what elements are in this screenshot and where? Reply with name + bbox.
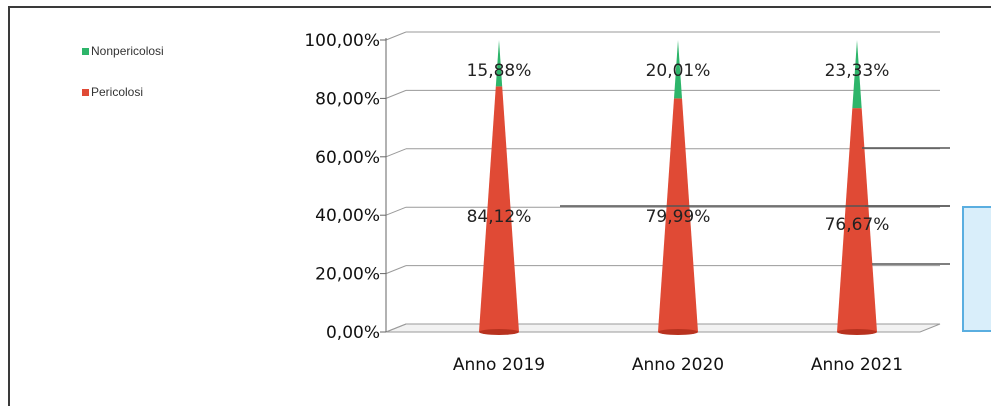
bar-base	[658, 329, 698, 335]
gridline-depth	[385, 206, 407, 216]
bar-pericolosi	[658, 98, 698, 332]
y-tick-label: 20,00%	[315, 265, 380, 285]
bar-non-pericolosi	[495, 40, 503, 87]
gridline-depth	[385, 148, 407, 158]
chart-frame	[8, 6, 991, 406]
data-label-non-pericolosi: 15,88%	[467, 61, 532, 81]
x-tick-label: Anno 2021	[811, 355, 903, 375]
x-tick-label: Anno 2019	[453, 355, 545, 375]
legend-item-non-pericolosi: Nonpericolosi	[82, 44, 164, 58]
y-tick-label: 60,00%	[315, 148, 380, 168]
data-label-non-pericolosi: 23,33%	[825, 61, 890, 81]
bar-non-pericolosi	[852, 40, 862, 109]
gridline-depth	[385, 89, 407, 99]
y-tick-label: 100,00%	[304, 31, 380, 51]
legend-swatch-pericolosi	[82, 89, 89, 97]
bar-non-pericolosi	[673, 40, 683, 99]
y-tick-label: 0,00%	[326, 323, 380, 343]
bar-base	[837, 329, 877, 335]
bar-base	[479, 329, 519, 335]
gridline-depth	[385, 265, 407, 275]
data-label-pericolosi: 84,12%	[467, 207, 532, 227]
y-tick-label: 40,00%	[315, 206, 380, 226]
data-label-pericolosi: 76,67%	[825, 215, 890, 235]
legend-label-non-pericolosi: Nonpericolosi	[91, 44, 164, 58]
gridline-depth	[385, 31, 407, 41]
y-tick-label: 80,00%	[315, 89, 380, 109]
x-tick-label: Anno 2020	[632, 355, 724, 375]
gridline-depth	[385, 323, 407, 333]
bar-pericolosi	[479, 86, 519, 332]
bar-pericolosi	[837, 108, 877, 332]
legend-item-pericolosi: Pericolosi	[82, 85, 143, 99]
legend-label-pericolosi: Pericolosi	[91, 85, 144, 99]
data-label-non-pericolosi: 20,01%	[646, 61, 711, 81]
legend-swatch-non-pericolosi	[82, 48, 89, 56]
callout-box	[962, 206, 991, 332]
data-label-pericolosi: 79,99%	[646, 207, 711, 227]
